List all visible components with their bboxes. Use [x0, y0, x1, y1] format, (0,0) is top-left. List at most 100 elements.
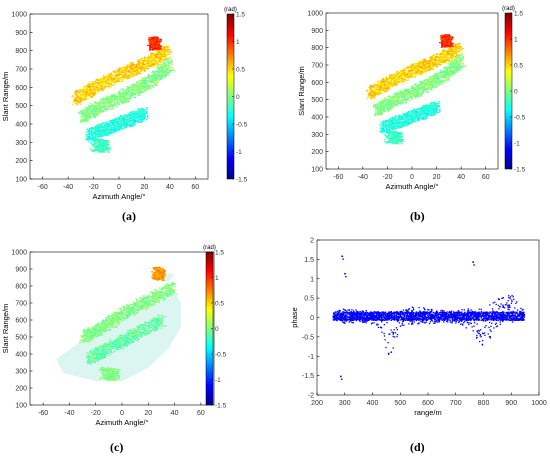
data-point [411, 72, 414, 75]
data-point [97, 80, 100, 82]
data-point [153, 73, 156, 75]
data-point [160, 53, 163, 55]
data-point [431, 57, 433, 59]
data-point [98, 79, 101, 82]
data-point [100, 133, 102, 135]
data-point [90, 142, 92, 144]
data-point [103, 139, 106, 142]
data-point [118, 99, 120, 101]
data-point [114, 84, 116, 86]
data-point [78, 99, 81, 101]
data-point [106, 130, 108, 133]
data-point [123, 75, 126, 77]
data-point [82, 89, 84, 91]
data-point [436, 55, 438, 58]
data-point [103, 148, 106, 150]
data-point [123, 76, 125, 78]
data-point [112, 129, 114, 131]
data-point [145, 88, 148, 91]
data-point [156, 39, 159, 41]
data-point [103, 105, 106, 107]
data-point [88, 92, 90, 95]
data-point [144, 67, 147, 69]
data-point [88, 129, 90, 131]
data-point [127, 113, 130, 115]
data-point [83, 116, 86, 118]
data-point [154, 60, 157, 62]
data-point [73, 98, 76, 100]
data-point [157, 66, 159, 68]
data-point [78, 100, 80, 102]
data-point [117, 122, 120, 124]
data-point [106, 79, 109, 81]
data-point [421, 67, 424, 69]
data-point [116, 102, 119, 104]
data-point [130, 88, 133, 90]
data-point [386, 78, 389, 80]
data-point [155, 36, 157, 39]
data-point [164, 62, 166, 64]
data-point [148, 36, 151, 39]
data-point [134, 113, 137, 115]
data-point [88, 131, 90, 133]
data-point [93, 140, 96, 142]
data-point [94, 101, 97, 103]
data-point [130, 71, 133, 73]
data-point [73, 99, 76, 101]
data-point [108, 99, 110, 102]
data-point [402, 78, 404, 80]
data-point [101, 79, 103, 81]
data-point [149, 47, 152, 49]
data-point [102, 148, 104, 150]
data-point [90, 103, 93, 105]
data-point [130, 72, 132, 74]
data-point [153, 58, 156, 60]
data-point [108, 77, 111, 79]
data-point [371, 86, 374, 88]
data-point [108, 141, 110, 143]
data-point [79, 121, 82, 123]
data-point [83, 87, 85, 89]
data-point [129, 125, 131, 127]
data-point [108, 120, 111, 122]
data-point [149, 88, 151, 90]
data-point [370, 98, 373, 100]
data-point [127, 87, 130, 89]
data-point [143, 56, 146, 59]
data-point [98, 145, 100, 148]
data-point [100, 107, 102, 109]
data-point [105, 79, 108, 81]
data-point [120, 76, 123, 79]
data-point [115, 105, 118, 108]
data-point [129, 96, 132, 98]
data-point [453, 46, 456, 48]
data-point [124, 77, 127, 79]
data-point [110, 129, 113, 131]
data-point [122, 68, 125, 70]
data-point [157, 54, 159, 56]
data-point [148, 57, 151, 60]
data-point [150, 81, 153, 83]
data-point [99, 145, 102, 147]
data-point [96, 144, 99, 146]
data-point [171, 61, 173, 63]
data-point [384, 83, 386, 85]
data-point [165, 68, 168, 71]
data-point [129, 63, 132, 65]
data-point [80, 101, 82, 103]
data-point [93, 129, 96, 131]
data-point [154, 75, 156, 77]
data-point [155, 78, 158, 81]
data-point [100, 149, 103, 151]
data-point [155, 83, 158, 85]
data-point [113, 99, 116, 101]
data-point [460, 46, 463, 48]
data-point [155, 53, 157, 56]
data-point [115, 95, 118, 97]
data-point [112, 99, 115, 101]
data-point [155, 75, 158, 77]
data-point [149, 53, 152, 55]
data-point [112, 84, 114, 86]
data-point [133, 67, 135, 69]
data-point [389, 74, 391, 77]
